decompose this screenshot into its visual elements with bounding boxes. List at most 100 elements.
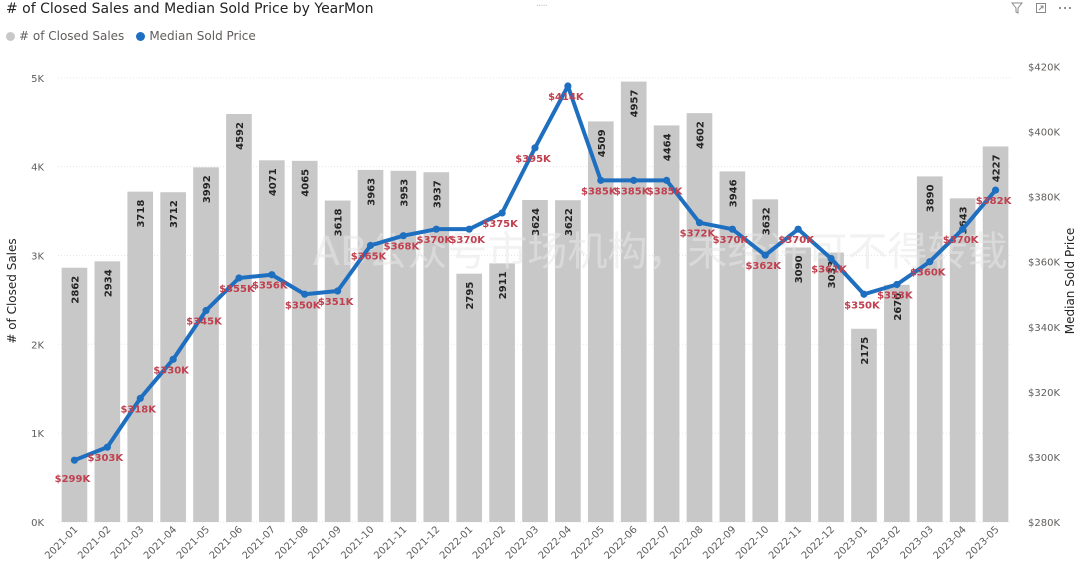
- bar-data-label: 3946: [728, 179, 739, 207]
- price-point: [301, 290, 309, 298]
- price-point: [761, 251, 769, 259]
- bar: [785, 247, 812, 522]
- price-data-label: $372K: [680, 229, 717, 240]
- price-point: [202, 306, 210, 315]
- y-right-tick-label: $300K: [1028, 453, 1060, 464]
- bar-data-label: 4227: [992, 154, 1003, 182]
- drag-handle[interactable]: .....: [536, 0, 548, 9]
- y-left-tick-label: 2K: [31, 340, 44, 351]
- price-point: [103, 443, 111, 451]
- bar: [555, 200, 581, 523]
- price-point: [169, 355, 177, 363]
- x-tick-label: 2021-03: [109, 524, 146, 561]
- price-point: [70, 456, 79, 464]
- price-data-label: $350K: [844, 300, 881, 311]
- bar-data-label: 3090: [794, 255, 805, 283]
- x-tick-label: 2023-04: [931, 524, 968, 561]
- bar: [884, 284, 910, 522]
- price-data-label: $370K: [943, 235, 980, 246]
- price-point: [597, 176, 605, 184]
- price-data-label: $370K: [449, 235, 486, 246]
- bar: [719, 171, 746, 522]
- filter-icon[interactable]: [1010, 2, 1024, 17]
- price-point: [235, 274, 243, 282]
- visual-toolbar: [1010, 2, 1072, 17]
- x-tick-label: 2022-08: [668, 524, 705, 561]
- price-point: [564, 82, 572, 90]
- bar: [949, 198, 976, 522]
- price-data-label: $414K: [548, 92, 585, 103]
- x-tick-label: 2021-11: [372, 524, 409, 561]
- bar-data-label: 4464: [663, 133, 674, 161]
- x-tick-label: 2022-04: [537, 524, 574, 561]
- bar-data-label: 2934: [103, 269, 114, 297]
- bar-data-label: 3953: [399, 179, 410, 207]
- bar: [851, 328, 877, 522]
- x-tick-label: 2022-06: [602, 524, 639, 561]
- bar: [357, 169, 384, 522]
- legend-label: # of Closed Sales: [19, 29, 125, 43]
- focus-mode-icon[interactable]: [1034, 2, 1048, 17]
- price-data-label: $375K: [482, 219, 519, 230]
- bar-data-label: 4509: [597, 129, 608, 157]
- bar: [127, 191, 154, 523]
- x-tick-label: 2022-12: [800, 524, 837, 561]
- bar: [456, 273, 483, 522]
- price-point: [136, 394, 144, 402]
- bar: [324, 200, 351, 522]
- bar: [226, 114, 252, 522]
- bar: [587, 121, 614, 522]
- bar: [522, 200, 548, 522]
- legend-item-closed-sales[interactable]: # of Closed Sales: [6, 29, 124, 43]
- x-tick-label: 2021-05: [175, 524, 212, 561]
- y-left-tick-label: 1K: [31, 429, 44, 440]
- y-right-tick-label: $320K: [1028, 388, 1060, 399]
- price-data-label: $318K: [120, 404, 157, 415]
- bar-data-label: 4957: [630, 90, 641, 118]
- bar-data-label: 2795: [465, 282, 476, 310]
- price-data-label: $330K: [153, 365, 190, 376]
- bar-data-label: 3643: [959, 206, 970, 234]
- bar-data-label: 4065: [301, 169, 312, 197]
- bar: [620, 81, 647, 523]
- price-point: [465, 225, 473, 233]
- price-data-label: $360K: [910, 268, 947, 279]
- price-data-label: $385K: [614, 186, 651, 197]
- legend-marker-icon: [6, 31, 15, 41]
- x-tick-label: 2022-09: [701, 524, 738, 561]
- price-data-label: $362K: [745, 261, 782, 272]
- y-left-tick-label: 4K: [31, 163, 44, 174]
- x-tick-label: 2021-06: [208, 524, 245, 561]
- legend-marker-icon: [136, 31, 146, 41]
- price-data-label: $370K: [713, 235, 750, 246]
- y-left-tick-label: 3K: [31, 251, 44, 262]
- x-tick-label: 2021-12: [405, 524, 442, 561]
- x-tick-label: 2022-02: [471, 524, 508, 561]
- price-data-label: $299K: [55, 474, 92, 485]
- bar-data-label: 3624: [531, 208, 542, 236]
- legend-item-median-price[interactable]: Median Sold Price: [136, 29, 256, 43]
- bar: [390, 170, 417, 523]
- x-tick-label: 2022-01: [438, 524, 475, 561]
- price-point: [366, 241, 375, 250]
- price-data-label: $395K: [515, 154, 552, 165]
- bar: [193, 167, 219, 522]
- price-data-label: $370K: [778, 235, 815, 246]
- x-tick-label: 2023-03: [899, 524, 936, 561]
- price-point: [893, 280, 901, 289]
- x-tick-label: 2021-02: [76, 524, 113, 561]
- y-right-tick-label: $380K: [1028, 193, 1060, 204]
- x-tick-label: 2023-01: [833, 524, 870, 561]
- y-right-tick-label: $360K: [1028, 258, 1060, 269]
- legend: # of Closed Sales Median Sold Price: [6, 29, 262, 43]
- y-left-axis-title: # of Closed Sales: [5, 238, 19, 343]
- price-point: [531, 144, 539, 152]
- bar: [916, 176, 943, 522]
- x-tick-label: 2022-11: [767, 524, 804, 561]
- bar-data-label: 3890: [926, 184, 937, 212]
- price-point: [268, 271, 276, 279]
- more-options-icon[interactable]: [1058, 2, 1072, 17]
- bar-data-label: 4602: [695, 121, 706, 149]
- bar-data-label: 3632: [761, 207, 772, 235]
- price-point: [728, 225, 736, 233]
